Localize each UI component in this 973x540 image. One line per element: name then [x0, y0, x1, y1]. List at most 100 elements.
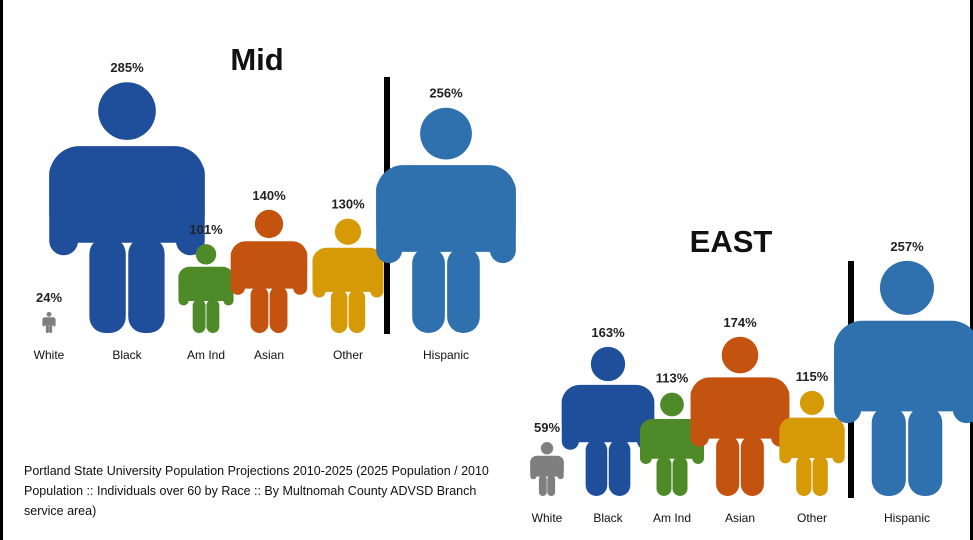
east-other-figure-right-leg: [812, 456, 828, 496]
east-white-figure-torso: [530, 455, 564, 477]
mid-hispanic-figure: [376, 107, 516, 333]
east-white-figure: [530, 442, 564, 496]
mid-white-figure: [42, 311, 56, 333]
mid-asian-figure-head: [254, 209, 284, 239]
mid-chart-title: Mid: [230, 42, 283, 77]
east-other-figure-left-arm: [779, 422, 792, 464]
east-hispanic-figure-torso: [834, 320, 973, 412]
east-pictograph-panel: EAST 59% White 163% Black 113% Am Ind 174% Asia…: [530, 224, 973, 525]
mid-black-figure-head: [98, 82, 156, 140]
east-asian-figure-head: [721, 336, 759, 374]
mid-other-figure-left-arm: [312, 253, 326, 298]
east-white-figure-right-arm: [557, 458, 564, 480]
mid-black-figure: [49, 82, 205, 333]
east-white-figure-right-leg: [547, 475, 556, 496]
east-black-figure-torso: [561, 384, 655, 443]
mid-hispanic-figure-head: [420, 107, 472, 160]
mid-white-figure-left-arm: [42, 318, 45, 327]
mid-hispanic-figure-torso: [376, 165, 516, 252]
east-hispanic-figure-left-leg: [871, 406, 906, 496]
east-other-figure-head: [799, 390, 825, 415]
mid-am-ind-figure-left-arm: [178, 271, 189, 306]
east-hispanic-figure-head: [879, 260, 935, 315]
mid-other-figure-torso: [312, 247, 384, 292]
east-am-ind-figure-head: [660, 392, 684, 417]
mid-asian-figure-left-arm: [230, 247, 245, 295]
east-white-category-label: White: [532, 511, 563, 525]
east-black-figure-left-leg: [585, 439, 608, 496]
mid-white-figure-right-leg: [49, 324, 53, 333]
mid-asian-figure-right-leg: [269, 286, 288, 333]
east-hispanic-figure: [834, 260, 973, 496]
east-white-figure-left-leg: [538, 475, 547, 496]
mid-other-value-label: 130%: [331, 197, 365, 212]
mid-other-figure-head: [334, 218, 362, 245]
mid-other-figure: [312, 218, 384, 333]
east-am-ind-figure-right-leg: [672, 456, 688, 496]
mid-hispanic-figure-left-arm: [376, 176, 403, 264]
east-black-figure-head: [590, 346, 626, 382]
mid-black-figure-left-leg: [89, 237, 126, 333]
east-asian-figure-left-leg: [716, 435, 740, 496]
east-hispanic-figure-left-arm: [834, 332, 862, 424]
mid-asian-figure-right-arm: [293, 247, 308, 295]
mid-other-figure-left-leg: [330, 289, 348, 333]
east-asian-figure-right-leg: [740, 435, 764, 496]
mid-asian-category-label: Asian: [254, 348, 284, 362]
east-other-figure-right-arm: [832, 422, 845, 464]
mid-am-ind-figure-right-leg: [206, 299, 220, 333]
mid-asian-figure-left-leg: [250, 286, 269, 333]
mid-hispanic-value-label: 256%: [429, 86, 463, 101]
east-white-figure-left-arm: [530, 458, 537, 480]
mid-pictograph-panel: Mid 24% White 285% Black 101% Am Ind 140% Asian…: [34, 42, 516, 362]
east-asian-figure-left-arm: [690, 385, 709, 447]
east-black-category-label: Black: [593, 511, 623, 525]
east-am-ind-category-label: Am Ind: [653, 511, 691, 525]
mid-black-value-label: 285%: [110, 60, 144, 75]
mid-am-ind-figure-torso: [178, 266, 234, 302]
east-hispanic-figure-right-arm: [952, 332, 973, 424]
mid-asian-value-label: 140%: [252, 188, 286, 203]
east-hispanic-category-label: Hispanic: [884, 511, 930, 525]
mid-am-ind-value-label: 101%: [189, 222, 223, 237]
mid-white-figure-head: [46, 311, 52, 317]
mid-white-value-label: 24%: [36, 290, 62, 305]
mid-white-category-label: White: [34, 348, 65, 362]
east-white-figure-head: [540, 442, 554, 455]
mid-black-figure-left-arm: [49, 158, 79, 256]
mid-black-figure-right-leg: [128, 237, 165, 333]
mid-hispanic-figure-right-leg: [447, 247, 480, 333]
east-asian-figure: [690, 336, 790, 496]
east-other-category-label: Other: [797, 511, 827, 525]
east-asian-category-label: Asian: [725, 511, 755, 525]
mid-black-category-label: Black: [112, 348, 142, 362]
east-other-figure-torso: [779, 417, 845, 459]
east-am-ind-figure-torso: [639, 418, 705, 459]
mid-hispanic-category-label: Hispanic: [423, 348, 469, 362]
east-hispanic-value-label: 257%: [890, 239, 924, 254]
east-black-value-label: 163%: [591, 325, 625, 340]
mid-hispanic-figure-left-leg: [412, 247, 445, 333]
east-black-figure: [561, 346, 655, 496]
east-other-figure: [779, 390, 845, 496]
east-black-figure-left-arm: [561, 392, 579, 450]
east-asian-figure-torso: [690, 377, 790, 439]
east-hispanic-figure-right-leg: [908, 406, 943, 496]
mid-black-figure-right-arm: [175, 158, 205, 256]
east-white-value-label: 59%: [534, 420, 560, 435]
source-note: Portland State University Population Pro…: [24, 464, 489, 518]
mid-other-category-label: Other: [333, 348, 363, 362]
mid-am-ind-figure-head: [195, 244, 217, 265]
mid-am-ind-figure: [178, 244, 234, 333]
mid-white-figure-torso: [42, 317, 56, 326]
east-am-ind-value-label: 113%: [656, 371, 689, 386]
east-am-ind-figure-left-leg: [656, 456, 672, 496]
mid-other-figure-right-arm: [370, 253, 384, 298]
mid-am-ind-category-label: Am Ind: [187, 348, 225, 362]
mid-am-ind-figure-left-leg: [192, 299, 206, 333]
east-chart-title: EAST: [690, 224, 773, 259]
east-am-ind-figure-left-arm: [639, 424, 652, 464]
mid-hispanic-figure-right-arm: [489, 176, 516, 264]
mid-white-figure-left-leg: [45, 324, 49, 333]
